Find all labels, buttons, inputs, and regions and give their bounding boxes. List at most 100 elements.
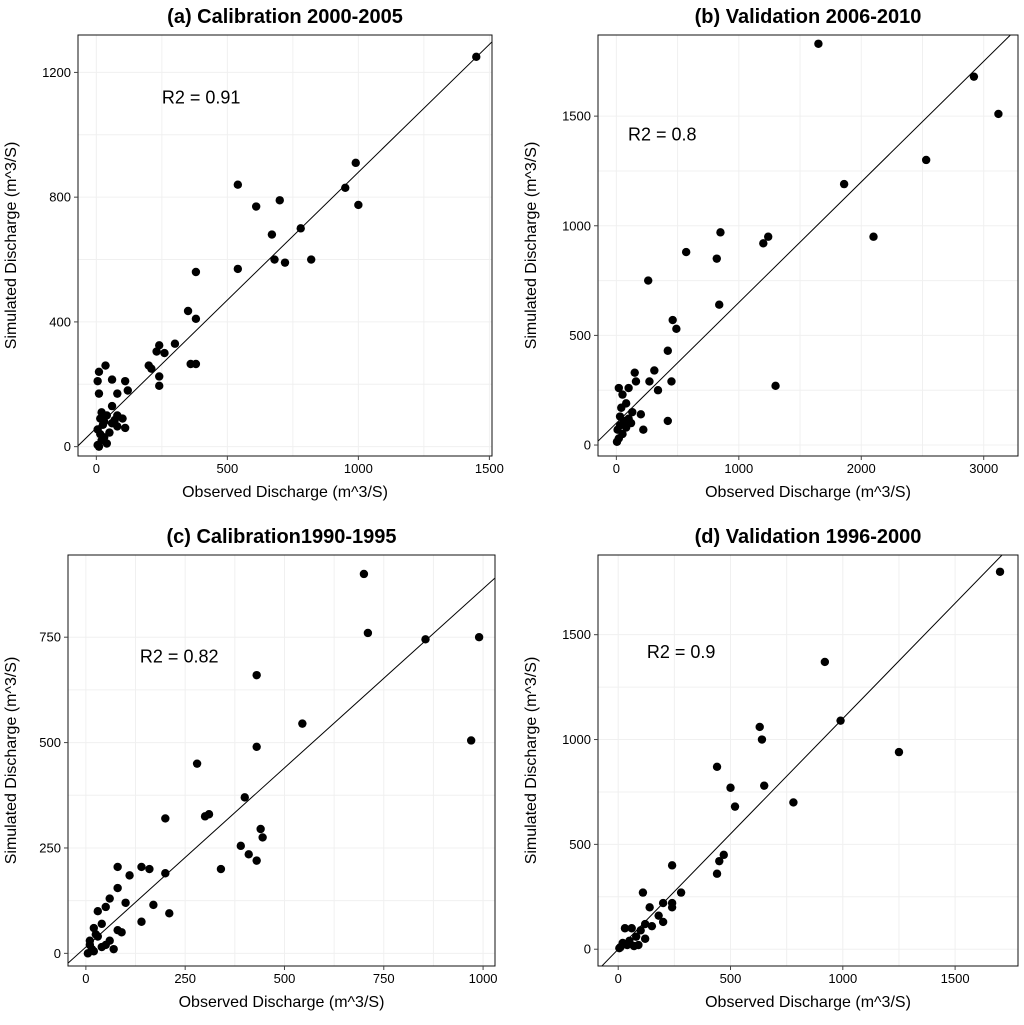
x-tick-label: 0 [613, 461, 620, 476]
x-tick-label: 1500 [941, 971, 970, 986]
r2-annotation: R2 = 0.91 [162, 88, 241, 108]
data-point [204, 810, 214, 819]
data-point [120, 423, 130, 433]
x-tick-label: 0 [93, 461, 100, 476]
data-point [472, 52, 481, 62]
data-point [715, 856, 724, 866]
data-point [869, 232, 878, 241]
data-point [240, 793, 249, 802]
data-point [645, 903, 654, 912]
data-point [123, 386, 132, 395]
data-point [757, 735, 767, 744]
data-point [614, 383, 624, 393]
data-point [96, 414, 105, 423]
data-point [244, 850, 253, 859]
x-axis-title: Observed Discharge (m^3/S) [179, 994, 385, 1011]
data-point [658, 898, 668, 908]
x-tick-label: 500 [274, 971, 296, 986]
x-tick-label: 1000 [724, 461, 753, 476]
data-point [622, 940, 632, 950]
data-point [252, 670, 261, 680]
data-point [93, 907, 102, 916]
x-tick-label: 1000 [828, 971, 857, 986]
data-point [620, 924, 630, 933]
plot-frame [67, 554, 496, 967]
data-point [789, 798, 798, 807]
data-point [359, 569, 369, 579]
data-point [145, 864, 154, 874]
data-point [764, 232, 773, 241]
plot-frame [77, 34, 493, 457]
data-point [117, 928, 126, 937]
data-point [839, 179, 849, 189]
y-tick-label: 250 [39, 840, 61, 855]
y-tick-label: 0 [54, 946, 61, 961]
y-tick-label: 1500 [562, 627, 591, 642]
data-point [612, 437, 622, 446]
data-point [667, 903, 677, 912]
y-tick-label: 0 [584, 438, 591, 453]
data-point [716, 228, 725, 237]
data-point [627, 924, 636, 933]
data-point [994, 109, 1003, 119]
data-point [307, 255, 316, 264]
data-point [650, 366, 659, 375]
x-tick-label: 500 [720, 971, 742, 986]
r2-annotation: R2 = 0.8 [628, 124, 697, 144]
data-point [107, 401, 117, 411]
data-point [113, 389, 122, 398]
y-tick-label: 0 [64, 439, 71, 454]
data-point [626, 418, 636, 428]
data-point [155, 381, 164, 391]
data-point [630, 368, 639, 377]
x-tick-label: 500 [217, 461, 239, 476]
y-tick-label: 1500 [562, 109, 591, 124]
data-point [101, 902, 110, 912]
y-tick-label: 500 [569, 328, 591, 343]
y-tick-label: 0 [584, 942, 591, 957]
data-point [995, 567, 1005, 576]
data-point [233, 264, 243, 274]
regression-line [598, 35, 1012, 442]
data-point [118, 414, 127, 423]
panel-title: (c) Calibration1990-1995 [166, 526, 396, 548]
data-point [647, 921, 657, 931]
data-point [631, 932, 641, 941]
data-point [760, 781, 769, 790]
panel-d: 0 500 1000 1500 0 500 1000 1500 (d) Validation 1… [523, 526, 1019, 1011]
data-point [644, 276, 653, 285]
data-point [628, 407, 637, 417]
x-tick-label: 2000 [847, 461, 876, 476]
data-point [192, 759, 202, 768]
data-point [639, 425, 648, 434]
data-point [640, 919, 650, 929]
data-point [615, 943, 624, 953]
data-point [663, 416, 672, 426]
x-axis-title: Observed Discharge (m^3/S) [705, 994, 911, 1011]
data-point [618, 390, 627, 399]
data-point [161, 869, 170, 878]
data-point [296, 224, 305, 233]
data-point [645, 377, 654, 386]
data-point [275, 196, 284, 205]
panel-title: (a) Calibration 2000-2005 [167, 6, 403, 28]
data-point [667, 861, 677, 870]
y-tick-label: 1000 [562, 218, 591, 233]
data-point [216, 864, 226, 874]
data-point [102, 439, 112, 448]
data-point [814, 39, 823, 48]
data-point [85, 940, 95, 950]
data-point [730, 802, 740, 811]
data-point [137, 917, 146, 926]
data-point [421, 635, 430, 644]
data-point [341, 183, 350, 193]
y-tick-label: 800 [49, 190, 71, 205]
data-point [183, 306, 193, 316]
data-point [251, 202, 261, 211]
data-point [160, 348, 169, 358]
data-point [125, 871, 134, 880]
panel-a: 0 500 1000 1500 0 400 800 1200 (a) Calibration 2… [3, 6, 504, 501]
data-point [667, 377, 676, 386]
data-point [726, 783, 735, 792]
y-tick-label: 750 [39, 630, 61, 645]
